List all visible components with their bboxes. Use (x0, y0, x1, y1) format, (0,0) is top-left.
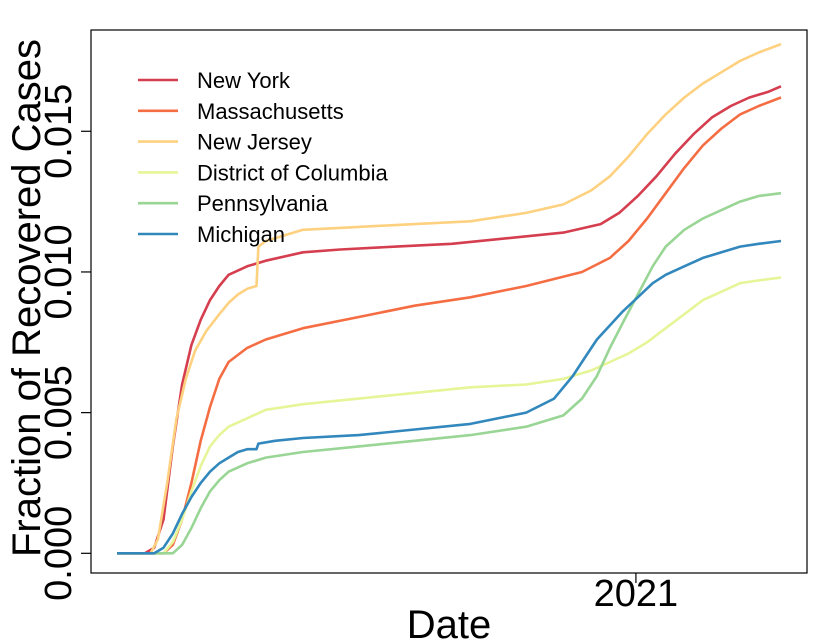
series-line-pennsylvania (117, 191, 782, 555)
legend: New York Massachusetts New Jersey District … (138, 68, 388, 247)
y-tick-label: 0.015 (38, 84, 80, 179)
legend-label-new-jersey: New Jersey (197, 130, 312, 155)
x-axis-title: Date (407, 603, 492, 642)
series-line-new-jersey (117, 42, 782, 555)
y-tick-label: 0.005 (38, 365, 80, 460)
series-line-district-of-columbia (117, 276, 782, 555)
y-axis: 0.000 0.005 0.010 0.015 (38, 84, 91, 601)
legend-label-massachusetts: Massachusetts (197, 99, 344, 124)
y-tick-label: 0.000 (38, 506, 80, 601)
series-line-michigan (117, 239, 782, 555)
x-axis: 2021 (594, 573, 679, 615)
legend-label-district-of-columbia: District of Columbia (197, 160, 388, 185)
legend-label-michigan: Michigan (197, 222, 285, 247)
y-tick-label: 0.010 (38, 224, 80, 319)
series-line-massachusetts (117, 96, 782, 555)
series-line-new-york (117, 85, 782, 555)
legend-label-pennsylvania: Pennsylvania (197, 191, 329, 216)
x-tick-label: 2021 (594, 573, 679, 615)
series-layer (117, 42, 782, 555)
legend-label-new-york: New York (197, 68, 291, 93)
y-axis-title: Fraction of Recovered Cases (5, 39, 49, 557)
plot-frame (90, 29, 808, 574)
